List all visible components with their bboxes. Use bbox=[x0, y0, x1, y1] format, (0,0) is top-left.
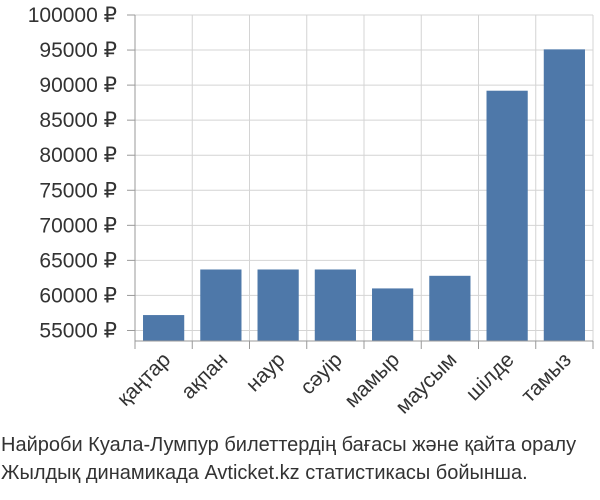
bar-1 bbox=[143, 315, 185, 341]
y-tick-label: 65000 ₽ bbox=[39, 249, 117, 272]
x-category-label: маусым bbox=[391, 348, 461, 418]
y-tick-label: 80000 ₽ bbox=[39, 144, 117, 167]
x-category-label: ақпан bbox=[177, 348, 233, 404]
bar-6 bbox=[429, 275, 471, 341]
bar-8 bbox=[543, 49, 585, 341]
bar-layer bbox=[143, 49, 585, 341]
axis-layer bbox=[127, 14, 594, 349]
y-tick-label: 75000 ₽ bbox=[39, 179, 117, 202]
bar-2 bbox=[200, 269, 242, 341]
y-tick-label: 55000 ₽ bbox=[39, 319, 117, 342]
bar-chart: 55000 ₽ 60000 ₽ 65000 ₽ 70000 ₽ 75000 ₽ 80000… bbox=[28, 4, 594, 418]
bar-4 bbox=[314, 269, 356, 341]
caption-line-2: Жылдық динамикада Avticket.kz статистика… bbox=[1, 462, 528, 484]
y-tick-label: 85000 ₽ bbox=[39, 109, 117, 132]
x-category-label: шілде bbox=[462, 348, 519, 405]
x-category-label: қаңтар bbox=[113, 348, 175, 410]
x-category-label: тамыз bbox=[517, 348, 576, 407]
x-category-label: наур bbox=[242, 348, 290, 396]
y-tick-label: 70000 ₽ bbox=[39, 214, 117, 237]
bar-5 bbox=[372, 288, 414, 341]
y-tick-label: 60000 ₽ bbox=[39, 284, 117, 307]
y-tick-label: 90000 ₽ bbox=[39, 74, 117, 97]
y-tick-label: 95000 ₽ bbox=[39, 39, 117, 62]
y-tick-labels: 55000 ₽ 60000 ₽ 65000 ₽ 70000 ₽ 75000 ₽ 80000… bbox=[28, 4, 117, 342]
bar-3 bbox=[257, 269, 299, 341]
x-category-label: сәуір bbox=[296, 348, 347, 399]
bar-7 bbox=[486, 90, 528, 341]
y-tick-label: 100000 ₽ bbox=[28, 4, 117, 27]
caption-line-1: Найроби Куала-Лумпур билеттердің бағасы … bbox=[1, 434, 577, 456]
